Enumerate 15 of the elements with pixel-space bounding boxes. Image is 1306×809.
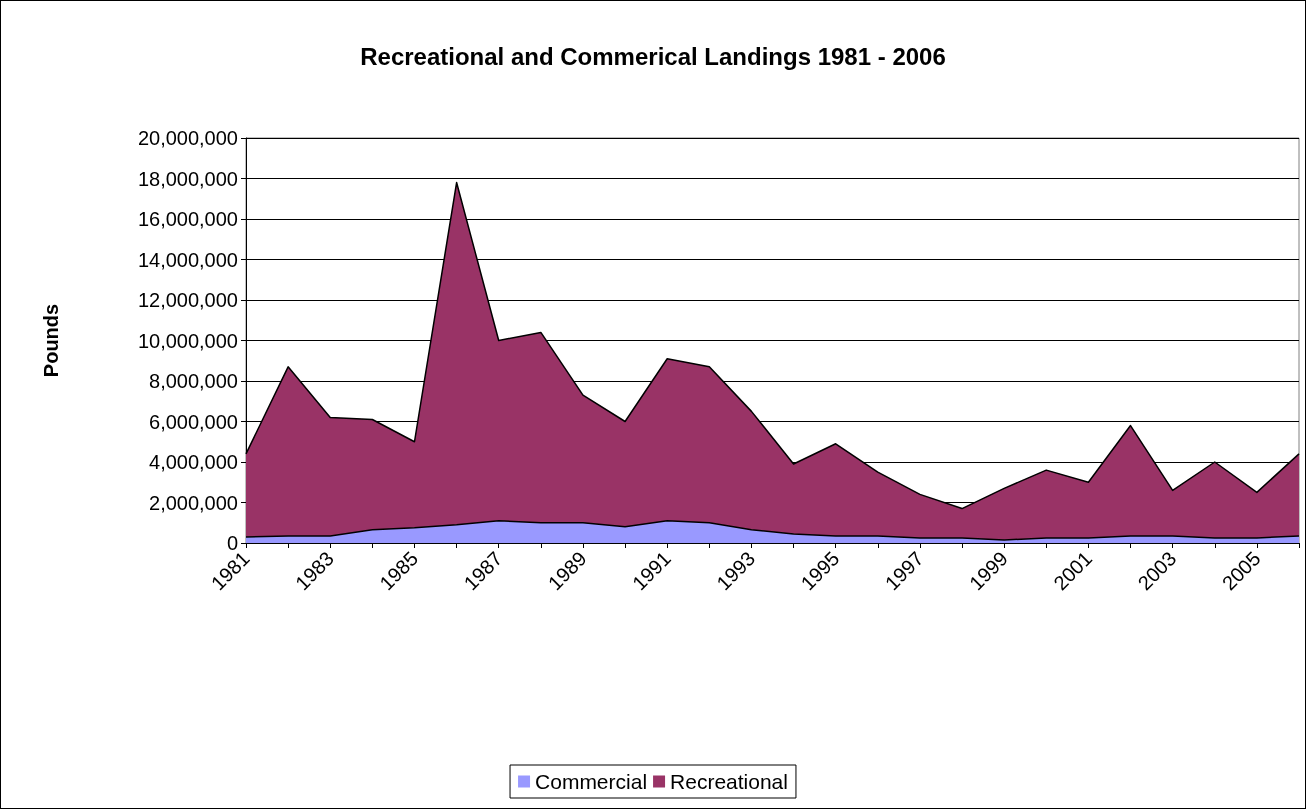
- legend-label: Recreational: [670, 770, 788, 793]
- y-tick-label: 8,000,000: [149, 370, 238, 392]
- chart-title: Recreational and Commerical Landings 1981 - 2006: [360, 42, 946, 70]
- y-tick-label: 2,000,000: [149, 491, 238, 514]
- y-tick-label: 12,000,000: [137, 289, 238, 311]
- y-tick-label: 18,000,000: [137, 167, 238, 190]
- y-tick-label: 16,000,000: [137, 208, 238, 230]
- y-tick-label: 4,000,000: [149, 451, 238, 473]
- y-tick-label: 6,000,000: [149, 410, 238, 433]
- y-tick-label: 20,000,000: [137, 127, 238, 149]
- y-axis-title: Pounds: [40, 303, 62, 378]
- y-tick-label: 10,000,000: [137, 329, 238, 352]
- y-tick-label: 14,000,000: [137, 248, 238, 271]
- legend-label: Commercial: [535, 770, 648, 793]
- y-tick-label: 0: [226, 532, 238, 554]
